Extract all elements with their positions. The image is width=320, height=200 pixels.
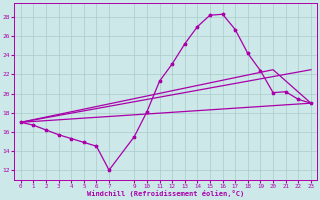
X-axis label: Windchill (Refroidissement éolien,°C): Windchill (Refroidissement éolien,°C) xyxy=(87,190,244,197)
